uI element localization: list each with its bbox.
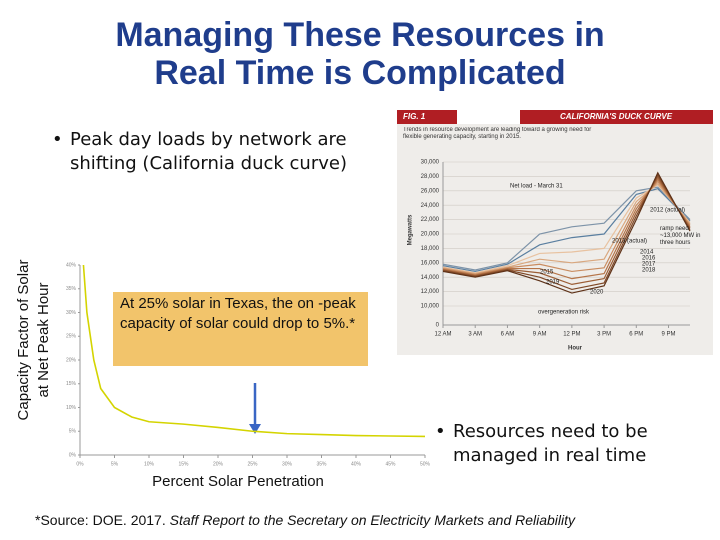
x-tick-label: 12 PM — [563, 332, 580, 338]
y-tick-label: 25% — [66, 334, 77, 340]
x-tick-label: 12 AM — [434, 332, 451, 338]
x-tick-label: 3 PM — [597, 332, 611, 338]
annotation: Net load - March 31 — [510, 184, 563, 190]
series-label: 2013 (actual) — [612, 239, 647, 245]
annotation-box: ramp need ~13,000 MW in three hours — [660, 226, 701, 246]
x-tick-label: 15% — [178, 461, 189, 467]
x-axis-label: Hour — [568, 346, 583, 352]
y-tick-label: 26,000 — [421, 188, 440, 194]
y-tick-label: 16,000 — [421, 260, 440, 266]
x-tick-label: 10% — [144, 461, 155, 467]
y-tick-label: 24,000 — [421, 203, 440, 209]
x-tick-label: 0% — [76, 461, 84, 467]
callout: At 25% solar in Texas, the on -peak capa… — [113, 292, 368, 366]
title-line: Real Time is Complicated — [154, 54, 566, 92]
x-tick-label: 25% — [247, 461, 258, 467]
y-tick-label: 30% — [66, 310, 77, 316]
x-tick-label: 35% — [316, 461, 327, 467]
y-tick-label: 14,000 — [421, 275, 440, 281]
y-tick-label: 18,000 — [421, 246, 440, 252]
series-label: 2020 — [590, 290, 604, 296]
x-tick-label: 9 AM — [533, 332, 547, 338]
y-axis-label: at Net Peak Hour — [35, 282, 52, 397]
figure-subtitle: Trends in resource development are leadi… — [403, 127, 592, 140]
x-tick-label: 40% — [351, 461, 362, 467]
x-tick-label: 45% — [385, 461, 396, 467]
figure-panel — [397, 110, 713, 355]
series-label: 2012 (actual) — [650, 208, 685, 214]
source: *Source: DOE. 2017. Staff Report to the … — [35, 512, 575, 528]
bullet: Peak day loads by network are shifting (… — [52, 128, 380, 176]
annotation: overgeneration risk — [538, 310, 590, 316]
series-label: 2015 — [540, 270, 554, 276]
x-tick-label: 9 PM — [662, 332, 676, 338]
y-tick-label: 5% — [69, 429, 77, 435]
figure-title: CALIFORNIA'S DUCK CURVE — [560, 112, 673, 121]
y-axis-label: Megawatts — [408, 214, 414, 245]
series-label: 2016 — [642, 256, 656, 262]
y-tick-label: 20,000 — [421, 232, 440, 238]
arrow-head — [249, 424, 261, 434]
y-tick-label: 0% — [69, 452, 77, 458]
x-tick-label: 5% — [111, 461, 119, 467]
y-tick-label: 35% — [66, 286, 77, 292]
y-tick-label: 20% — [66, 357, 77, 363]
series-label: 2014 — [640, 250, 654, 256]
title-line: Managing These Resources in — [115, 16, 605, 54]
x-tick-label: 6 AM — [501, 332, 515, 338]
y-tick-label: 22,000 — [421, 217, 440, 223]
data-line — [442, 171, 691, 294]
y-tick-label: 28,000 — [421, 174, 440, 180]
figure-title-bar — [520, 110, 713, 124]
annotation: ramp need ~13,000 MW in three hours — [660, 226, 701, 246]
y-tick-label: 10,000 — [421, 304, 440, 310]
y-axis-label: Capacity Factor of Solar — [15, 260, 32, 421]
series-label: 2018 — [642, 268, 656, 274]
y-tick-label: 0 — [436, 323, 440, 329]
figure-label: FIG. 1 — [403, 112, 426, 121]
x-tick-label: 20% — [213, 461, 224, 467]
y-tick-label: 10% — [66, 405, 77, 411]
source-title: Staff Report to the Secretary on Electri… — [169, 512, 576, 528]
data-line — [442, 187, 691, 273]
x-tick-label: 3 AM — [468, 332, 482, 338]
bullet: Resources need to be managed in real tim… — [435, 420, 703, 468]
figure-subtitle-box: Trends in resource development are leadi… — [403, 127, 592, 140]
y-tick-label: 30,000 — [421, 160, 440, 166]
y-tick-label: 12,000 — [421, 289, 440, 295]
series-label: 2019 — [546, 280, 560, 286]
data-line — [82, 264, 426, 438]
y-tick-label: 40% — [66, 262, 77, 268]
x-tick-label: 30% — [282, 461, 293, 467]
x-axis-label: Percent Solar Penetration — [152, 473, 324, 490]
x-tick-label: 6 PM — [629, 332, 643, 338]
x-tick-label: 50% — [420, 461, 431, 467]
source-prefix: *Source: DOE. 2017. — [35, 512, 166, 528]
y-tick-label: 15% — [66, 381, 77, 387]
series-label: 2017 — [642, 262, 656, 268]
figure-label-bar — [397, 110, 457, 124]
